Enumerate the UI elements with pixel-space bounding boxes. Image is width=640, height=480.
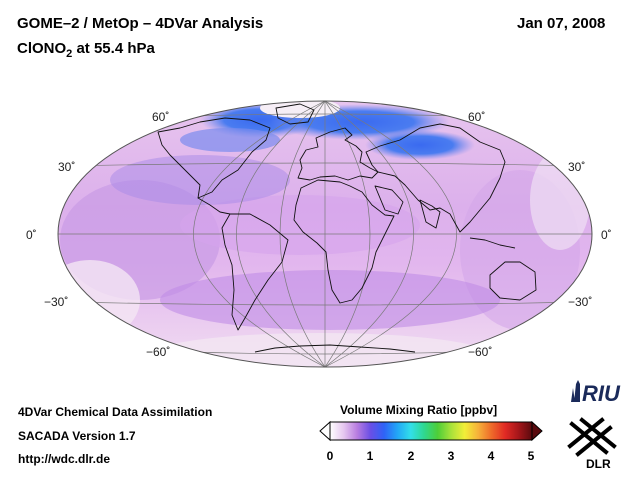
lat-label-right: −30˚ [568, 295, 592, 309]
dlr-emblem-icon [567, 417, 617, 457]
footer-line-1: 4DVar Chemical Data Assimilation [18, 405, 213, 419]
colorbar-body [329, 421, 533, 441]
colorbar-low-arrow [319, 420, 331, 442]
south-america-coast [221, 213, 289, 331]
asia-coast [365, 123, 506, 233]
species-title: ClONO2 at 55.4 hPa [17, 40, 155, 60]
africa-coast [293, 179, 395, 304]
arabia-coast [374, 185, 404, 215]
north-america-coast [157, 117, 271, 199]
indonesia-coast [469, 237, 516, 249]
meridian [324, 101, 414, 367]
meridian [324, 101, 371, 367]
field-patch [150, 333, 490, 367]
species-subscript: 2 [66, 48, 73, 60]
colorbar-tick: 2 [407, 449, 415, 463]
lat-label-right: 0˚ [601, 228, 612, 242]
footer-line-2: SACADA Version 1.7 [18, 429, 136, 443]
coastlines [157, 103, 537, 353]
dlr-logo: DLR [567, 417, 617, 471]
lat-label-left: 60˚ [152, 110, 169, 124]
lat-label-left: 30˚ [58, 160, 75, 174]
riu-logo-text: RIU [582, 381, 621, 406]
greenland-coast [275, 103, 315, 125]
dlr-logo-text: DLR [586, 457, 611, 471]
lat-label-left: −30˚ [44, 295, 68, 309]
lat-label-left: −60˚ [146, 345, 170, 359]
cathedral-icon [571, 388, 575, 402]
colorbar-tick: 1 [366, 449, 374, 463]
meridian [279, 101, 326, 367]
footer-url: http://wdc.dlr.de [18, 452, 110, 466]
polar-vortex-blue [180, 128, 280, 152]
polar-vortex-blue [365, 130, 475, 160]
field-patch [180, 195, 420, 255]
meridian [236, 101, 326, 367]
colorbar [319, 420, 543, 442]
colorbar-tick: 3 [447, 449, 455, 463]
meridian [324, 101, 457, 367]
field-patch [160, 270, 500, 330]
cathedral-icon [574, 380, 580, 402]
species-name: ClONO [17, 40, 67, 57]
australia-coast [489, 261, 537, 301]
world-map: 60˚ 30˚ 0˚ −30˚ −60˚ 60˚ 30˚ 0˚ −30˚ −60… [26, 100, 612, 368]
latitude-labels: 60˚ 30˚ 0˚ −30˚ −60˚ 60˚ 30˚ 0˚ −30˚ −60… [26, 110, 612, 359]
analysis-date: Jan 07, 2008 [517, 15, 606, 32]
riu-logo: RIU [571, 380, 621, 406]
lat-label-right: 30˚ [568, 160, 585, 174]
meridian [193, 101, 326, 367]
antarctica-coast [254, 344, 416, 353]
lat-label-right: 60˚ [468, 110, 485, 124]
colorbar-title: Volume Mixing Ratio [ppbv] [340, 403, 498, 417]
map-border [57, 100, 593, 368]
pressure-level: at 55.4 hPa [72, 40, 155, 57]
colorbar-tick: 5 [527, 449, 535, 463]
colorbar-high-arrow [531, 420, 543, 442]
central-america-coast [197, 197, 231, 215]
lat-label-left: 0˚ [26, 228, 37, 242]
europe-coast [297, 127, 379, 181]
colorbar-tick: 4 [487, 449, 495, 463]
map-title: GOME–2 / MetOp – 4DVar Analysis [17, 15, 264, 32]
colorbar-tick: 0 [326, 449, 334, 463]
india-coast [419, 199, 441, 229]
mixing-ratio-field [58, 101, 592, 367]
lat-label-right: −60˚ [468, 345, 492, 359]
